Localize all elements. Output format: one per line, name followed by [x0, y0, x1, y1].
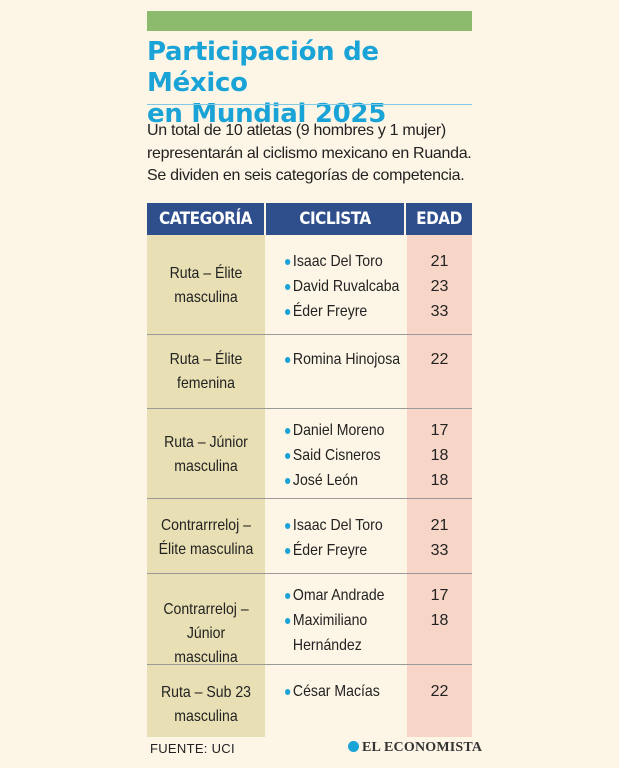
category-line-1: Ruta – Élite	[169, 265, 243, 282]
category-line-1: Contrarrreloj –	[160, 517, 251, 534]
cyclist-name: Isaac Del Toro	[285, 249, 392, 274]
age-list: 17 18 18	[407, 418, 472, 493]
header-category: CATEGORÍA	[147, 203, 264, 235]
cyclist-name: Éder Freyre	[285, 299, 392, 324]
categories-table: CATEGORÍA CICLISTA EDAD Ruta – Élite mas…	[147, 203, 472, 737]
cyclist-name: César Macías	[285, 679, 392, 704]
row-category: Contrarrreloj – Élite masculina	[154, 514, 258, 562]
cyclist-list: Omar Andrade Maximiliano Hernández	[285, 583, 407, 658]
cyclist-list: Daniel Moreno Said Cisneros José León	[285, 418, 407, 493]
category-line-1: Ruta – Júnior	[164, 434, 248, 451]
cyclist-name: Isaac Del Toro	[285, 513, 392, 538]
age-list: 22	[407, 347, 472, 372]
cyclist-name: Said Cisneros	[285, 443, 392, 468]
age-value: 17	[430, 422, 449, 439]
age-value: 18	[430, 447, 449, 464]
age-value: 33	[430, 542, 449, 559]
cyclist-list: Romina Hinojosa	[285, 347, 407, 372]
cyclist-name: Daniel Moreno	[285, 418, 392, 443]
cyclist-list: Isaac Del Toro Éder Freyre	[285, 513, 407, 563]
cyclist-name: José León	[285, 468, 392, 493]
header-age: EDAD	[406, 203, 472, 235]
age-value: 33	[430, 303, 449, 320]
infographic-title: Participación de México en Mundial 2025	[147, 37, 477, 130]
row-divider	[147, 408, 472, 409]
row-category: Ruta – Júnior masculina	[154, 431, 258, 479]
header-cyclist: CICLISTA	[266, 203, 404, 235]
age-value: 22	[430, 351, 449, 368]
cyclist-list: Isaac Del Toro David Ruvalcaba Éder Frey…	[285, 249, 407, 324]
age-value: 18	[430, 612, 449, 629]
category-line-2: masculina	[174, 708, 238, 725]
age-value: 21	[430, 517, 449, 534]
cyclist-name: Maximiliano Hernández	[285, 608, 391, 658]
brand-icon	[348, 741, 359, 752]
age-value: 21	[430, 253, 449, 270]
category-column-bg	[147, 235, 265, 737]
age-value: 23	[430, 278, 449, 295]
intro-text: Un total de 10 atletas (9 hombres y 1 mu…	[147, 122, 472, 184]
age-value: 17	[430, 587, 449, 604]
table-row: Contrarreloj – Júnior masculina Omar And…	[147, 574, 472, 666]
table-row: Ruta – Élite masculina Isaac Del Toro Da…	[147, 235, 472, 334]
table-row: Ruta – Élite femenina Romina Hinojosa 22	[147, 335, 472, 408]
category-line-2: masculina	[174, 289, 238, 306]
age-list: 22	[407, 679, 472, 704]
table-row: Ruta – Sub 23 masculina César Macías 22	[147, 665, 472, 737]
row-category: Ruta – Élite masculina	[154, 262, 258, 310]
title-line-1: Participación de México	[147, 37, 379, 98]
title-divider	[147, 104, 472, 105]
category-line-1: Contrarreloj –	[163, 601, 249, 618]
category-line-1: Ruta – Sub 23	[160, 684, 252, 701]
table-row: Ruta – Júnior masculina Daniel Moreno Sa…	[147, 409, 472, 498]
category-line-2: Élite masculina	[158, 541, 254, 558]
cyclist-name: Romina Hinojosa	[285, 347, 400, 372]
cyclist-name: Éder Freyre	[285, 538, 392, 563]
cyclist-name: Omar Andrade	[285, 583, 392, 608]
row-category: Contrarreloj – Júnior masculina	[154, 598, 258, 670]
category-line-1: Ruta – Élite	[169, 351, 243, 368]
row-divider	[147, 573, 472, 574]
age-list: 21 23 33	[407, 249, 472, 324]
age-value: 22	[430, 683, 449, 700]
cyclist-list: César Macías	[285, 679, 407, 704]
age-column-bg	[407, 235, 472, 737]
row-divider	[147, 664, 472, 665]
category-line-2: femenina	[177, 375, 235, 392]
row-divider	[147, 498, 472, 499]
age-value: 18	[430, 472, 449, 489]
cyclist-name: David Ruvalcaba	[285, 274, 399, 299]
top-accent-bar	[147, 11, 472, 31]
source-note: FUENTE: UCI	[150, 741, 235, 756]
age-list: 21 33	[407, 513, 472, 563]
category-line-2: masculina	[174, 458, 238, 475]
brand-logo: EL ECONOMISTA	[348, 740, 482, 756]
age-list: 17 18	[407, 583, 472, 633]
row-category: Ruta – Élite femenina	[154, 348, 258, 396]
row-divider	[147, 334, 472, 335]
table-row: Contrarrreloj – Élite masculina Isaac De…	[147, 499, 472, 573]
row-category: Ruta – Sub 23 masculina	[154, 681, 258, 729]
brand-name: EL ECONOMISTA	[362, 740, 483, 755]
category-line-2: Júnior masculina	[174, 625, 238, 666]
